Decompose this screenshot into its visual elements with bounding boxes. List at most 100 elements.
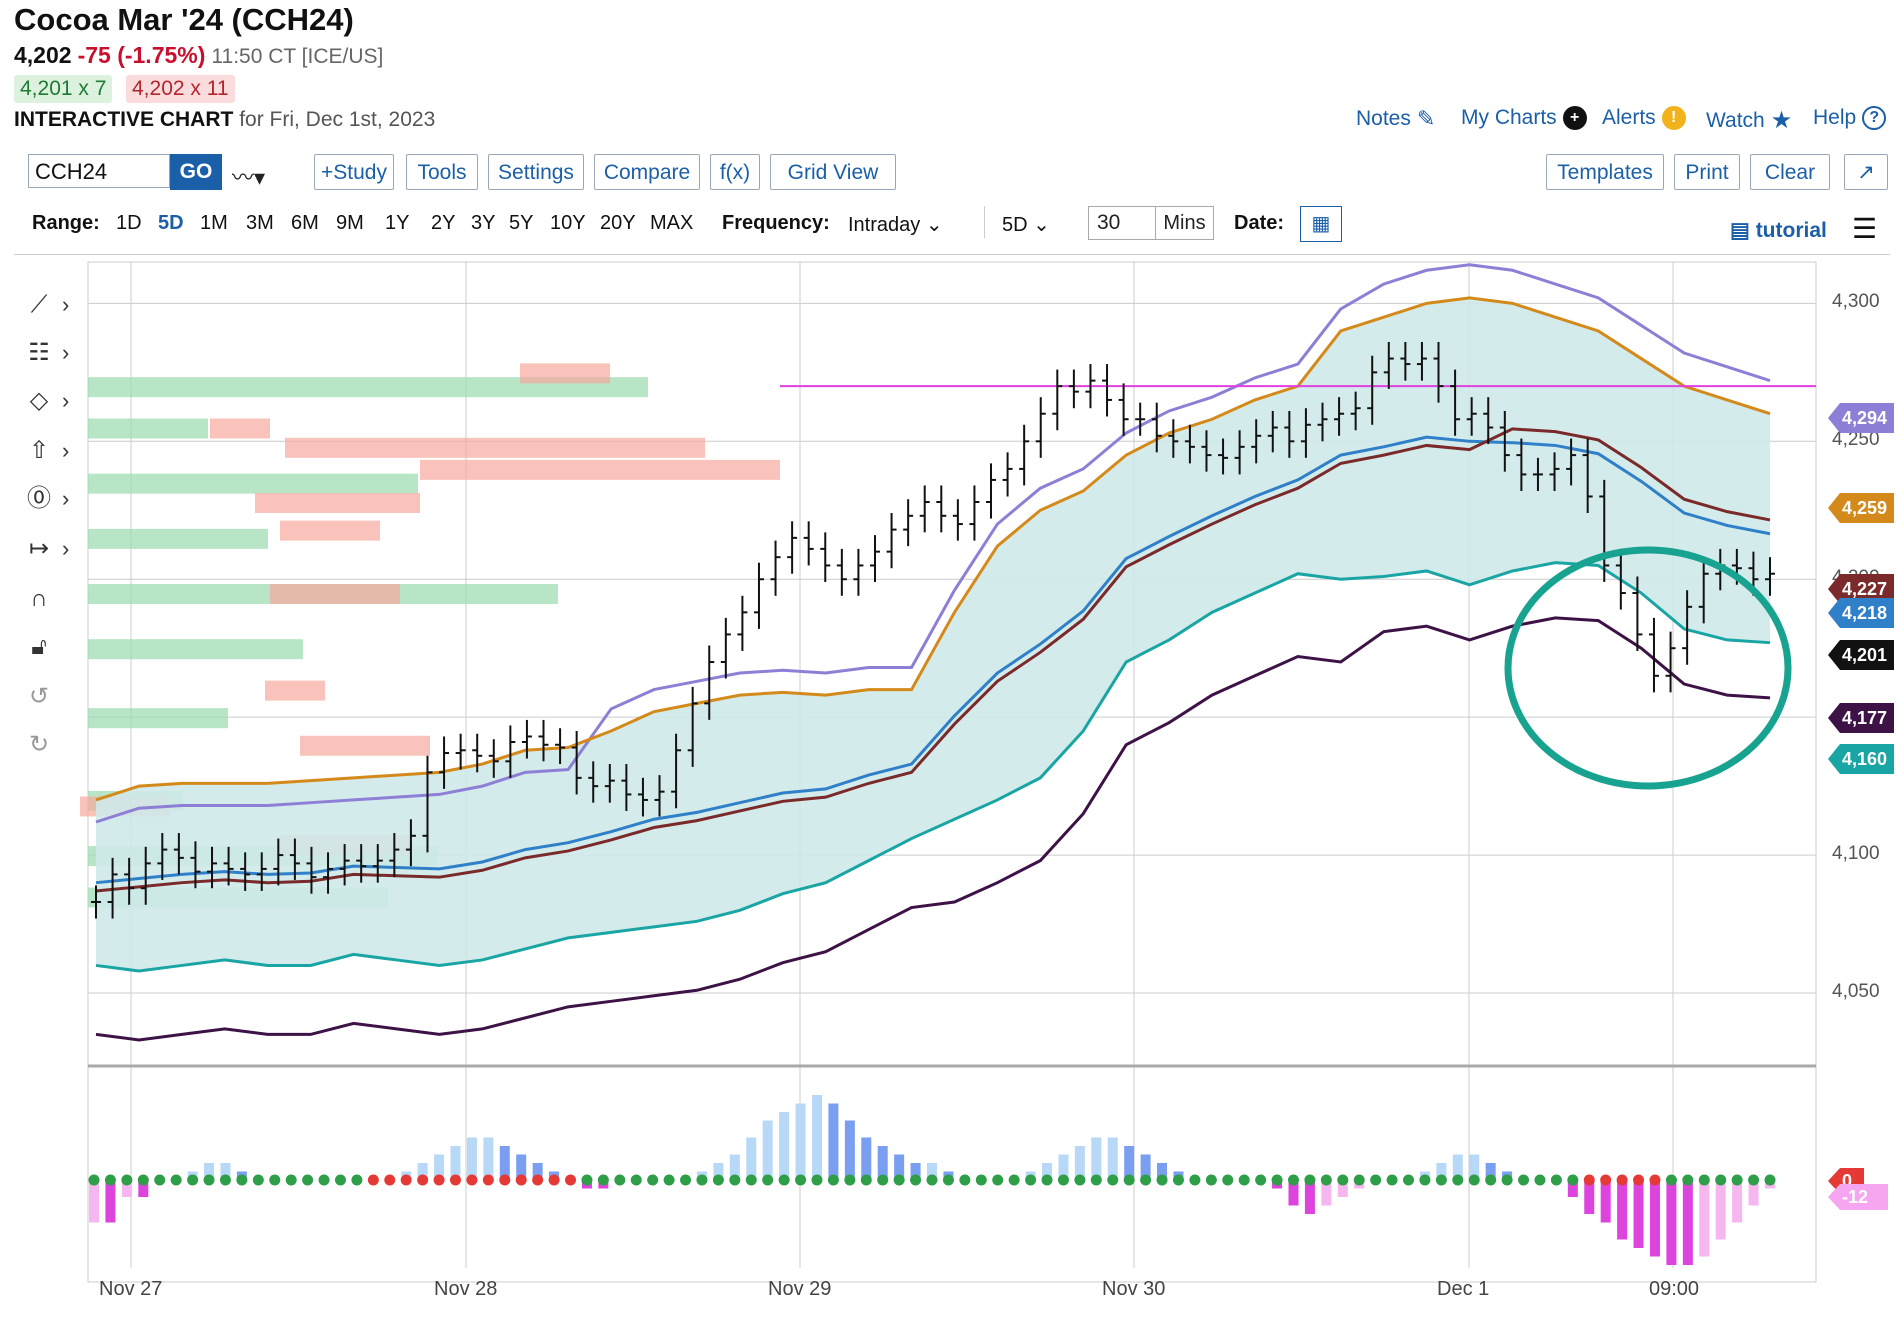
compare-button[interactable]: Compare <box>594 154 700 190</box>
histogram-bar <box>1649 1180 1660 1257</box>
zero-dot <box>1008 1174 1020 1186</box>
interval-input[interactable]: 30 <box>1088 206 1156 240</box>
x-tick-label: Dec 1 <box>1437 1278 1490 1300</box>
range-option-1d[interactable]: 1D <box>116 212 142 234</box>
volume-bid-bar <box>88 418 208 439</box>
histogram-bar <box>811 1095 822 1180</box>
chevron-down-icon: ⌄ <box>925 214 943 236</box>
chevron-right-icon[interactable]: › <box>62 340 70 365</box>
study-button[interactable]: +Study <box>314 154 394 190</box>
redo-icon[interactable]: ↻ <box>28 731 50 758</box>
tools-button[interactable]: Tools <box>406 154 478 190</box>
zero-dot <box>1172 1174 1184 1186</box>
price-tag: 4,218 <box>1828 598 1894 628</box>
fx-button[interactable]: f(x) <box>710 154 760 190</box>
histogram-bar <box>861 1137 872 1180</box>
unlock-icon[interactable]: 🔓︎ <box>31 633 47 660</box>
range-option-1m[interactable]: 1M <box>200 212 228 234</box>
notes-link[interactable]: Notes ✎ <box>1356 106 1435 132</box>
notes-label: Notes <box>1356 107 1411 130</box>
zero-dot <box>762 1174 774 1186</box>
zero-dot <box>499 1174 511 1186</box>
range-option-5y[interactable]: 5Y <box>509 212 534 234</box>
zero-dot <box>1665 1174 1677 1186</box>
clear-button[interactable]: Clear <box>1750 154 1830 190</box>
chart-type-icon[interactable]: 〰▾ <box>232 165 266 190</box>
histogram-bar <box>1748 1180 1759 1206</box>
histogram-bar <box>1321 1180 1332 1206</box>
zero-dot <box>1633 1174 1645 1186</box>
histogram-bar <box>1469 1154 1480 1180</box>
histogram-bar <box>927 1163 937 1180</box>
histogram-bar <box>877 1146 888 1180</box>
measure-tool-icon[interactable]: ↦ <box>28 535 50 562</box>
chevron-right-icon[interactable]: › <box>62 486 70 511</box>
range-option-2y[interactable]: 2Y <box>431 212 456 234</box>
tutorial-label: tutorial <box>1755 219 1827 242</box>
marker-tool-icon[interactable]: ⓪ <box>27 485 51 512</box>
range-option-max[interactable]: MAX <box>650 212 694 234</box>
histogram-bar <box>434 1154 445 1180</box>
chevron-right-icon[interactable]: › <box>62 438 70 463</box>
arrow-tool-icon[interactable]: ⇧ <box>28 437 50 464</box>
histogram-bar <box>1091 1137 1102 1180</box>
zero-dot <box>680 1174 692 1186</box>
range-option-3y[interactable]: 3Y <box>471 212 496 234</box>
magnet-icon[interactable]: ∩ <box>30 585 48 612</box>
histogram-bar <box>1074 1146 1085 1180</box>
zero-dot <box>1501 1174 1513 1186</box>
volume-bid-bar <box>88 377 648 398</box>
line-tool-icon[interactable]: ⟋ <box>30 291 48 318</box>
mycharts-link[interactable]: My Charts + <box>1461 106 1587 130</box>
dark-purple-line <box>95 616 1771 1042</box>
teal-band-line <box>95 561 1771 973</box>
zero-dot <box>187 1174 199 1186</box>
tutorial-link[interactable]: ▤ tutorial <box>1730 218 1827 243</box>
zero-dot <box>1287 1174 1299 1186</box>
frequency-select[interactable]: Intraday ⌄ <box>848 212 943 237</box>
chart-heading: INTERACTIVE CHART for Fri, Dec 1st, 2023 <box>14 108 435 132</box>
templates-button[interactable]: Templates <box>1546 154 1664 190</box>
shape-tool-icon[interactable]: ◇ <box>29 387 49 414</box>
alerts-link[interactable]: Alerts! <box>1602 106 1686 130</box>
zero-dot <box>926 1174 938 1186</box>
range-option-1y[interactable]: 1Y <box>385 212 410 234</box>
histogram-bar <box>1304 1180 1315 1214</box>
go-button[interactable]: GO <box>170 154 222 190</box>
grid-view-button[interactable]: Grid View <box>770 154 896 190</box>
interactive-label: INTERACTIVE CHART <box>14 108 234 131</box>
help-link[interactable]: Help? <box>1813 106 1887 130</box>
period-value: 5D <box>1002 214 1028 236</box>
period-select[interactable]: 5D ⌄ <box>1002 212 1050 237</box>
print-button[interactable]: Print <box>1674 154 1740 190</box>
range-option-10y[interactable]: 10Y <box>550 212 586 234</box>
chevron-right-icon[interactable]: › <box>62 388 70 413</box>
chevron-right-icon[interactable]: › <box>62 536 70 561</box>
range-option-20y[interactable]: 20Y <box>600 212 636 234</box>
zero-dot <box>647 1174 659 1186</box>
fib-tool-icon[interactable]: ☷ <box>28 339 50 366</box>
zero-dot <box>630 1174 642 1186</box>
histogram-bar <box>1584 1180 1595 1214</box>
zero-dot <box>778 1174 790 1186</box>
symbol-input[interactable]: CCH24 <box>28 154 170 188</box>
chevron-right-icon[interactable]: › <box>62 292 70 317</box>
undo-icon[interactable]: ↺ <box>28 683 50 710</box>
range-option-9m[interactable]: 9M <box>336 212 364 234</box>
settings-button[interactable]: Settings <box>488 154 584 190</box>
zero-dot <box>252 1174 264 1186</box>
calendar-icon[interactable]: ▦ <box>1300 206 1342 242</box>
watch-link[interactable]: Watch ★ <box>1706 106 1792 135</box>
range-option-3m[interactable]: 3M <box>246 212 274 234</box>
quote-time: 11:50 CT [ICE/US] <box>211 45 384 68</box>
range-option-6m[interactable]: 6M <box>291 212 319 234</box>
histogram-bar <box>795 1103 806 1180</box>
brown-ma-line <box>95 427 1771 893</box>
zero-dot <box>1123 1174 1135 1186</box>
histogram-bar <box>121 1180 132 1197</box>
range-option-5d[interactable]: 5D <box>158 212 184 234</box>
expand-button[interactable]: ↗ <box>1844 154 1888 190</box>
menu-icon[interactable]: ☰ <box>1852 213 1878 244</box>
histogram-bar <box>1337 1180 1348 1197</box>
